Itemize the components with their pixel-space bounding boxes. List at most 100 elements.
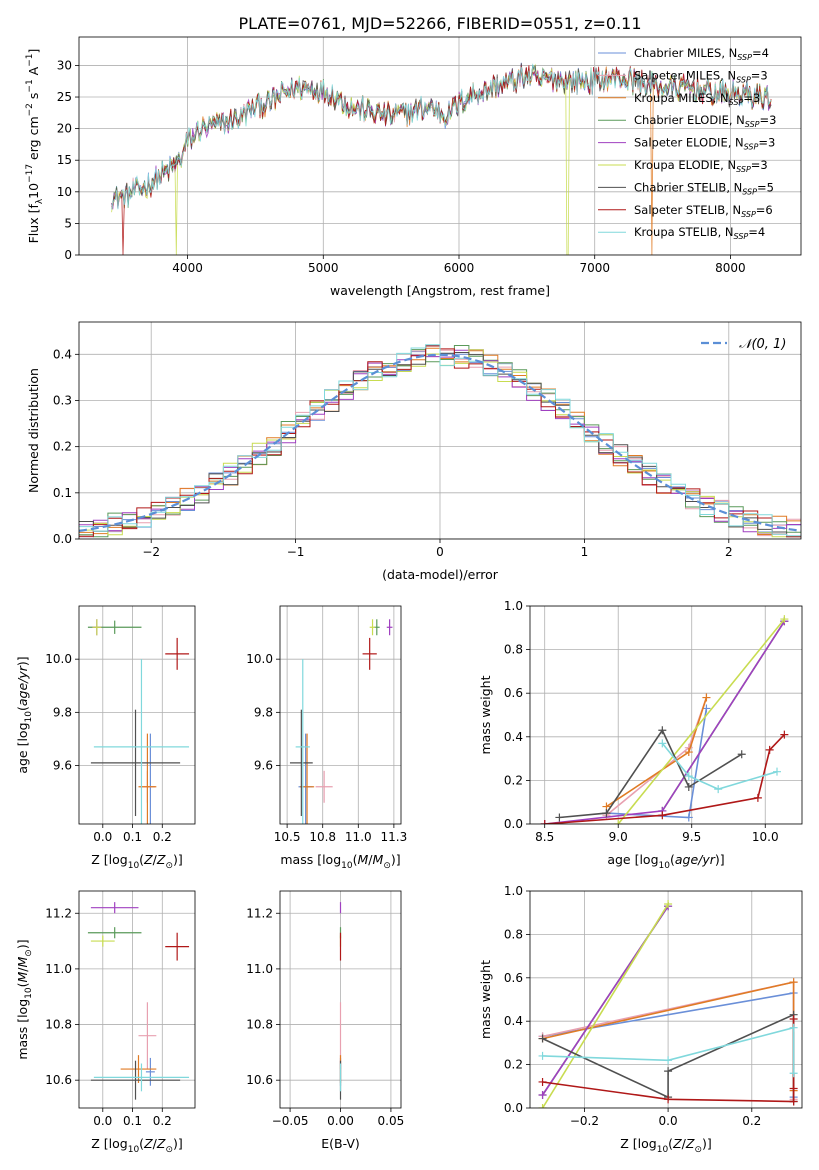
weight-marker [538,1034,547,1043]
label-part: E(B-V) [321,1136,360,1151]
y-tick-label: 10.6 [246,1073,273,1087]
label-part: ( [668,1136,673,1151]
y-tick-label: 11.0 [246,962,273,976]
panel-weight_vs_z: −0.2 0.0 0.20.00.20.40.60.81.0Z [log10(Z/Z… [478,884,803,1155]
legend-label-sub: SSP [737,53,752,62]
y-tick-label: 0.4 [504,1014,523,1028]
x-tick-label: 0 [436,545,444,559]
y-tick-label: 10.8 [246,1018,273,1032]
label-part: 10 [659,861,671,871]
label-part: −17 [25,164,35,183]
y-axis-label: Normed distribution [26,368,41,493]
grid [79,606,195,824]
legend-label-sub: SSP [744,143,759,152]
weight-marker [538,1104,547,1108]
x-tick-label: −2 [142,545,160,559]
label-part: 10 [26,183,41,199]
legend-label-sub: SSP [734,232,749,241]
weight-series-salpeter-elodie [538,902,673,1099]
weight-line [544,620,786,824]
x-tick-label: 0.2 [742,1114,761,1128]
x-tick-label: 2 [725,545,733,559]
legend-label-main: Chabrier ELODIE, N [634,113,745,127]
label-part: erg cm [26,116,41,164]
y-tick-label: 10 [57,185,72,199]
weight-marker [658,726,667,735]
legend-label-main: Kroupa MILES, N [634,91,729,105]
label-part: Z [log [620,1136,656,1151]
y-tick-label: 10.0 [45,652,72,666]
label-part: Z [156,852,166,867]
errorbar-kroupa-elodie [90,935,115,947]
y-tick-label: 1.0 [504,599,523,613]
weight-marker [684,782,693,791]
legend-label-salpeter-stelib: Salpeter STELIB, NSSP=6 [634,203,773,219]
legend-label-tail: =4 [748,225,765,239]
spectrum-kroupa-stelib [111,63,772,210]
plot-area [280,891,401,1108]
label-part: 10 [657,1145,669,1155]
x-axis-label: wavelength [Angstrom, rest frame] [330,283,550,298]
y-tick-label: 9.8 [53,705,72,719]
y-tick-label: 0 [64,248,72,262]
weight-line [617,618,786,824]
label-part: )] [391,852,401,867]
panel-mass_vs_z: 0.0 0.1 0.210.610.811.011.2Z [log10(Z/Z⊙)]… [15,890,196,1155]
label-part: Z [log [91,852,127,867]
plot-area [280,606,401,824]
label-part: age/yr [675,852,716,867]
legend-label-tail: =3 [758,136,775,150]
x-tick-label: 8000 [715,261,746,275]
label-part: age [log [15,722,30,773]
gaussian-curve [79,353,801,532]
legend-label-tail: =3 [743,91,760,105]
label-part: s [26,93,41,104]
label-part: −1 [25,54,35,67]
x-tick-label: 0.00 [327,1114,354,1128]
axes-frame [78,36,802,256]
y-tick-label: 11.2 [45,906,72,920]
legend-label-kroupa-elodie: Kroupa ELODIE, NSSP=3 [634,158,768,174]
label-part: / [368,852,373,867]
label-part: ( [15,983,30,988]
label-part: / [153,852,158,867]
x-tick-label: 6000 [444,261,475,275]
legend-label-main: Salpeter MILES, N [634,68,736,82]
label-part: 10 [24,987,34,999]
y-tick-label: 0.0 [53,532,72,546]
label-part: λ [35,198,45,204]
weight-marker [684,748,693,757]
legend-label-tail: =5 [757,180,774,194]
weight-marker [538,1051,547,1060]
x-tick-label: 0.1 [123,830,142,844]
weight-marker [614,820,623,824]
label-part: ] [26,49,41,54]
panel-mass_vs_ebv: −0.05 0.00 0.05 10.6 10.8 11.0 11.2 E(B-V) [246,890,404,1151]
legend-label-main: Salpeter STELIB, N [634,203,741,217]
x-tick-label: 10.5 [274,830,301,844]
y-tick-label: 9.6 [254,759,273,773]
weight-line [559,728,743,819]
legend-label-tail: =3 [751,158,768,172]
label-part: )] [702,1136,712,1151]
weight-line [541,903,669,1108]
legend-label-main: Chabrier STELIB, N [634,180,742,194]
y-tick-label: 11.2 [246,906,273,920]
axes-frame [279,890,402,1109]
grid [79,891,195,1108]
label-part: )] [173,852,183,867]
y-tick-label: 25 [57,90,72,104]
legend-label-gaussian: 𝒩(0, 1) [739,337,786,352]
x-axis-label: Z [log10(Z/Z⊙)] [91,1136,183,1155]
plot-area [530,891,802,1108]
weight-series-salpeter-miles [602,693,711,820]
weight-marker [780,615,789,624]
y-tick-label: 11.0 [45,962,72,976]
weight-marker [714,785,723,794]
y-tick-label: 15 [57,153,72,167]
legend-label-main: Kroupa ELODIE, N [634,158,736,172]
x-tick-label: 4000 [172,261,203,275]
y-tick-label: 10.0 [246,652,273,666]
y-tick-label: 9.6 [53,759,72,773]
errorbar-salpeter-stelib [362,637,377,670]
